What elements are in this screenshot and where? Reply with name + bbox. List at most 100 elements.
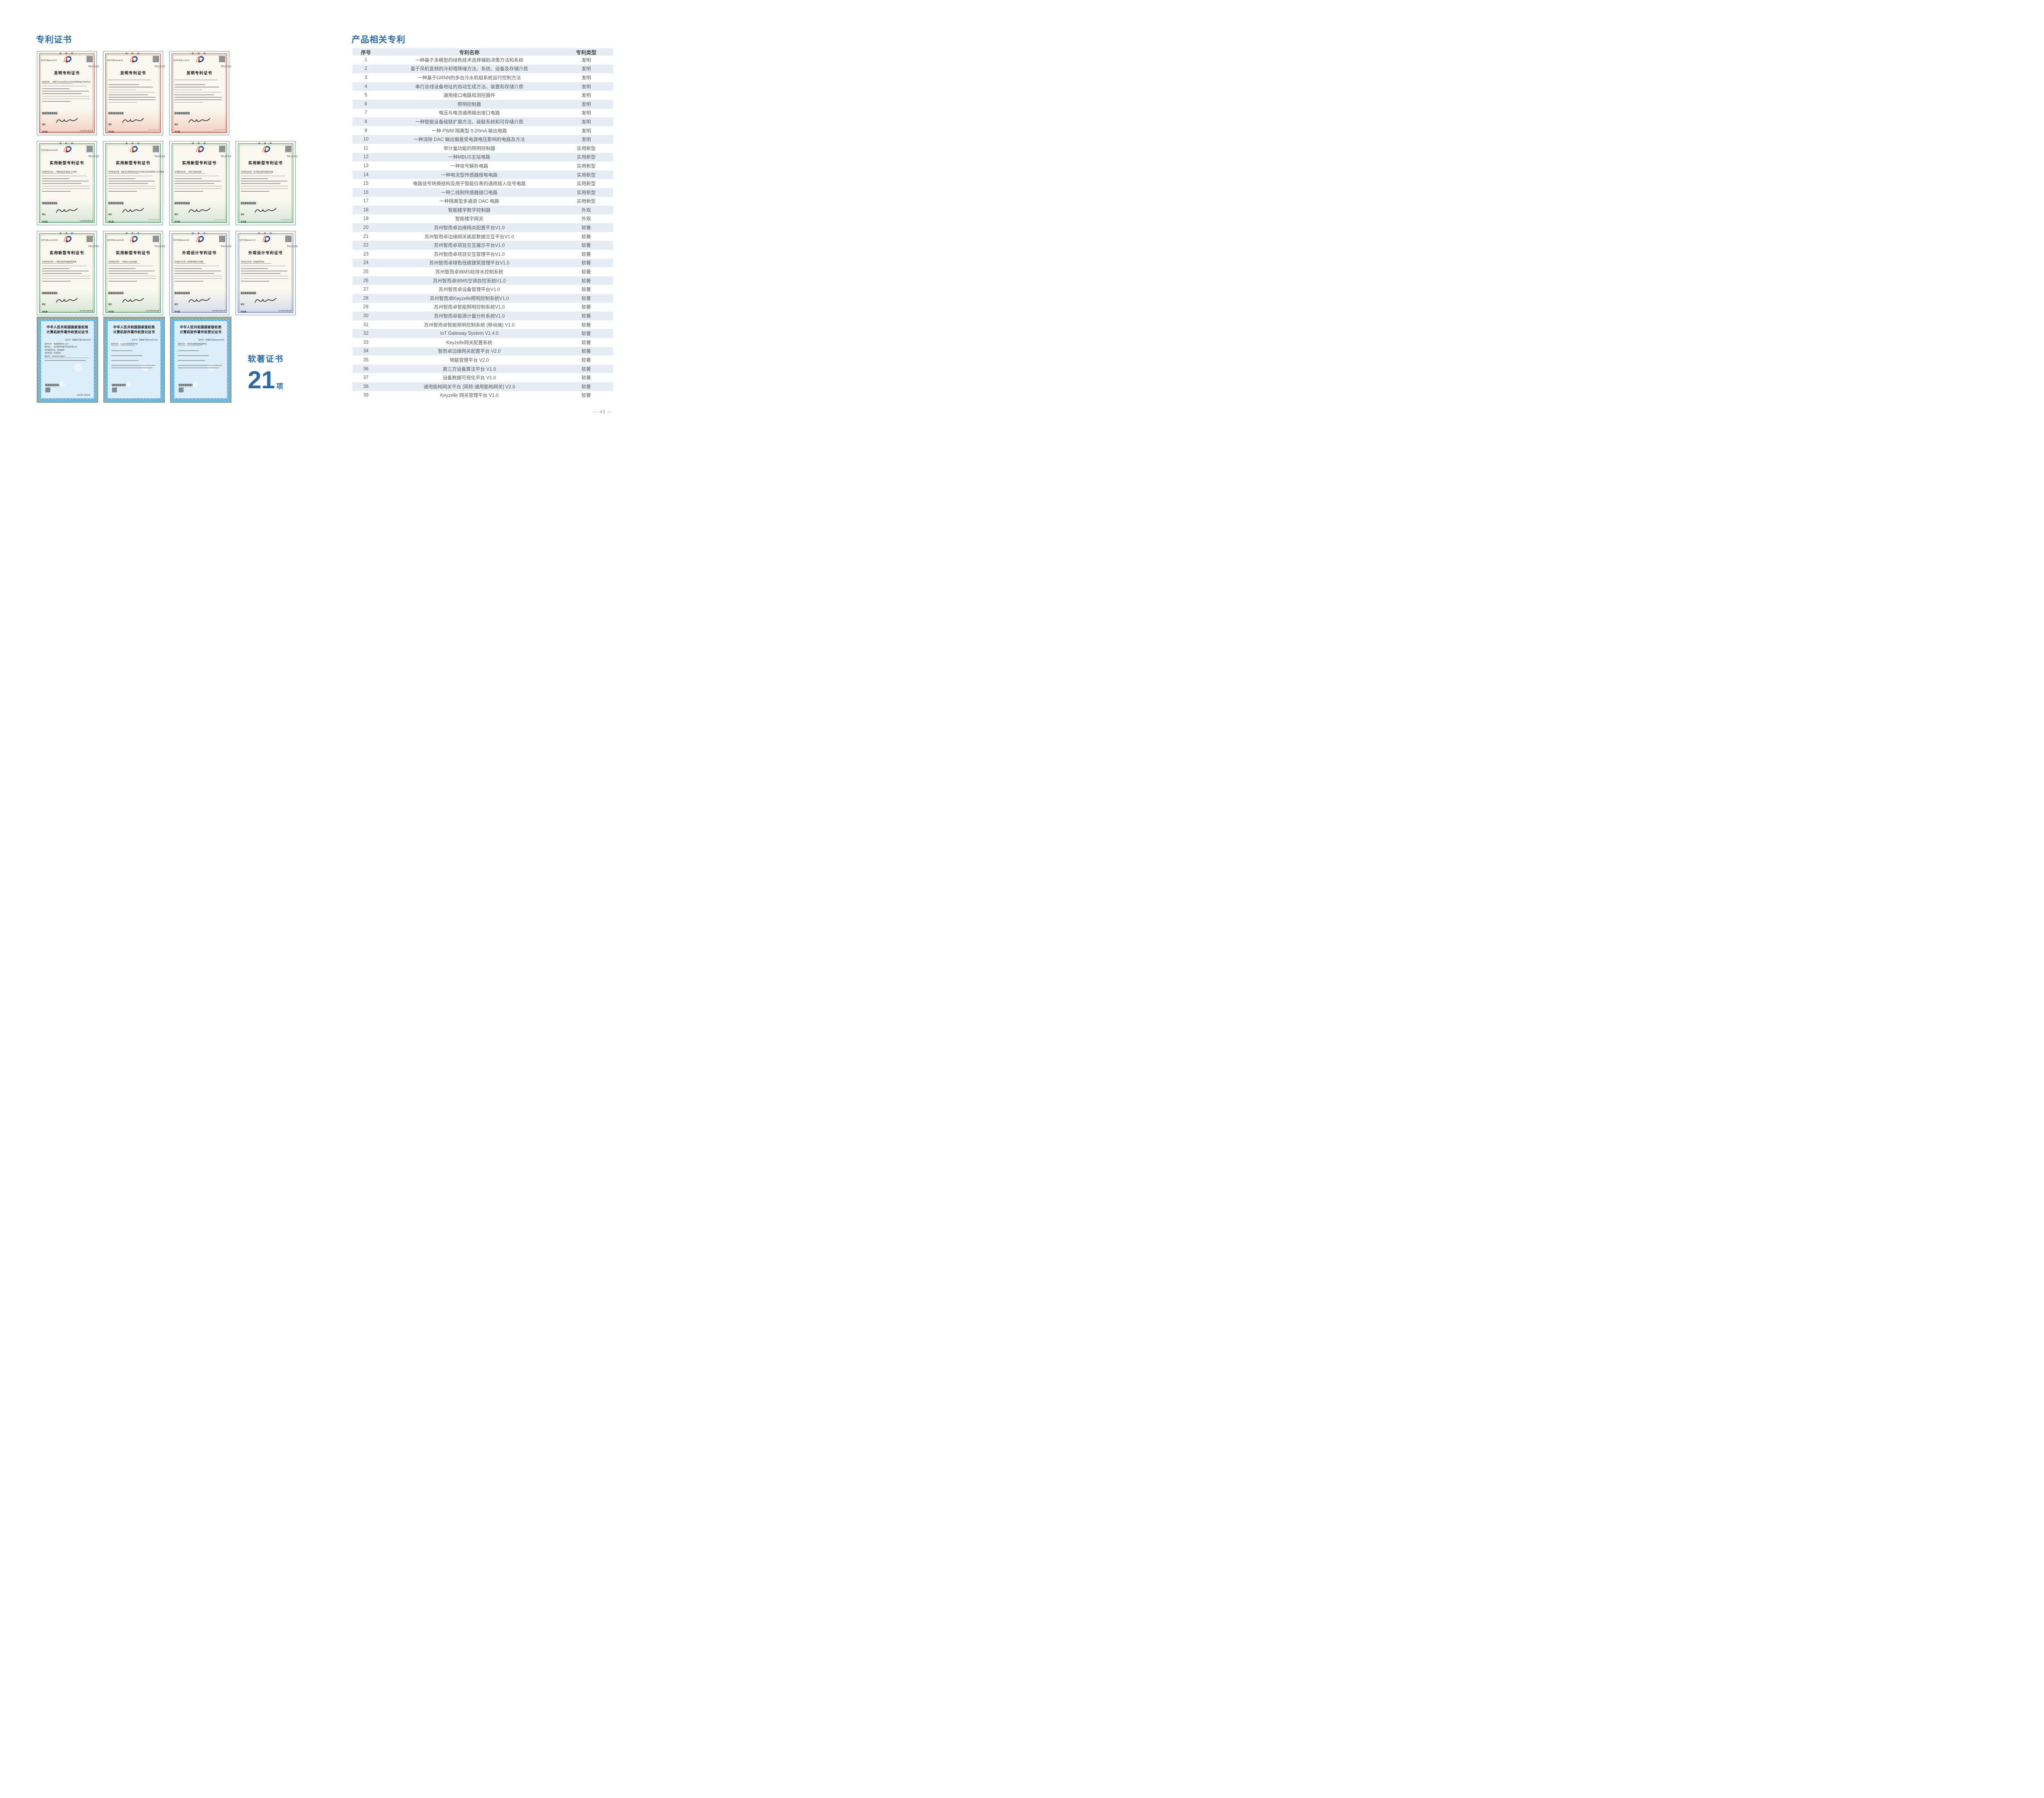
certificate-inner-border (39, 143, 94, 223)
table-cell-name: 设备数据可视化平台 V1.0 (442, 376, 496, 381)
table-header-row: 序号 专利名称 专利类型 (352, 48, 613, 56)
text-line-bar (108, 175, 153, 177)
table-cell-no: 18 (363, 207, 369, 213)
director-signature (55, 297, 79, 305)
qr-caption-text: 专利公告信息 (220, 245, 231, 247)
qr-code-icon (219, 56, 226, 63)
cnipa-logo-icon (196, 235, 204, 242)
director-label-text: 局长 (108, 303, 112, 305)
director-signature (188, 297, 211, 305)
certificate-date: 2024年04月16日 (267, 307, 292, 312)
table-cell-type: 软著 (581, 305, 591, 310)
table-header-name: 专利名称 (459, 50, 480, 56)
table-row: 4 串行总线设备地址的自动生成方法、装置和存储介质 发明 (352, 82, 613, 91)
text-line-bar (175, 94, 214, 95)
director-label: 局长 申长雨 (241, 301, 251, 313)
text-line-bar (108, 263, 139, 264)
director-signature (254, 207, 278, 215)
text-line-bar (178, 365, 222, 366)
table-cell-no: 29 (363, 305, 369, 310)
barcode-icon (175, 112, 190, 114)
qr-caption-text: 专利公告信息 (220, 155, 231, 157)
software-copyright-badge: 软著证书 21 项 (248, 352, 284, 392)
text-line-bar (175, 84, 206, 85)
software-certificate-title: 中华人民共和国国家版权局 计算机软件著作权登记证书 (176, 325, 225, 335)
director-signature-icon (56, 118, 78, 123)
text-line-bar (175, 278, 222, 279)
table-cell-no: 34 (363, 349, 369, 354)
director-signature (188, 117, 211, 125)
table-cell-type: 软著 (581, 331, 591, 337)
software-field-line: 登记号：2025SR1208817 (45, 353, 90, 357)
table-cell-name: 通用接口电路和测控器件 (443, 93, 495, 99)
software-certificate-date-text: 2025年07月09日 (77, 394, 90, 396)
table-cell-type: 发明 (581, 102, 591, 107)
signature-block: 局长 申长雨 (241, 297, 286, 313)
software-field-line (178, 345, 224, 349)
table-cell-type: 软著 (581, 393, 591, 399)
table-row: 18 智能楼宇数字控制器 外观 (352, 206, 613, 215)
table-row: 25 苏州智而卓IBMS给排水控制系统 软著 (352, 267, 613, 276)
text-line-bar (241, 275, 289, 277)
certificate-inner-border (39, 54, 94, 133)
certificate-date (280, 217, 292, 220)
table-row: 3 一种基于GRNN的多台冷水机组系统运行控制方法 发明 (352, 73, 613, 82)
certificate-date: 2025年06月03日 (69, 217, 93, 222)
barcode-icon (42, 292, 58, 294)
certificate-inner-border (172, 233, 227, 313)
table-cell-type: 实用新型 (577, 146, 596, 151)
table-row: 38 通用能耗网关平台 [简称:通用能耗网关] V2.0 软著 (352, 382, 613, 391)
certificate-date-text: 2024年10月15日 (80, 310, 93, 312)
director-name-text: 申长雨 (175, 131, 180, 133)
text-line-bar (214, 219, 226, 220)
text-line-bar (241, 263, 272, 264)
director-name-text: 申长雨 (42, 221, 48, 223)
certificate-row: ❖ ❖ ❖ 证书号第21815578号 专利公告信息 实用新型专利证书 实用新型名称：一… (37, 231, 298, 315)
text-line-bar (178, 345, 202, 346)
qr-code-icon (86, 235, 93, 242)
software-field-text: 著作权人：苏州智而卓数字科技有限公司 (45, 346, 77, 348)
certificate-number-text: 证书号第21815578号 (41, 239, 58, 241)
director-name-text: 申长雨 (108, 311, 114, 313)
border-ornament-icon: ❖ ❖ ❖ (59, 142, 75, 145)
border-ornament-icon: ❖ ❖ ❖ (258, 142, 273, 145)
certificate-inner-border (238, 143, 293, 223)
software-statement-paragraph (178, 365, 224, 369)
qr-code-icon (86, 56, 93, 63)
text-line-bar (175, 99, 222, 100)
software-certificate-number: 证书号：软著登字第15863449号 (175, 336, 224, 341)
table-row: 2 基于风机变频的冷却塔降噪方法、系统、设备及存储介质 发明 (352, 64, 613, 74)
software-certificate-number-text: 证书号：软著登字第15835675号 (132, 338, 158, 341)
director-signature-icon (255, 208, 276, 213)
table-row: 11 带计量功能的照明控制器 实用新型 (352, 144, 613, 153)
qr-code-icon (285, 235, 292, 242)
table-cell-no: 17 (363, 199, 369, 204)
table-cell-no: 35 (363, 357, 369, 363)
text-line-bar (108, 79, 151, 81)
software-certificate-number-text: 证书号：软著登字第15865015号 (65, 338, 91, 341)
text-line-bar (42, 88, 69, 89)
table-cell-no: 4 (364, 84, 368, 89)
signature-block: 局长 申长雨 (42, 117, 87, 133)
table-cell-name: 一种基于多模型的绿色技术选择辅助决策方法和系统 (415, 58, 524, 63)
software-title-line1: 中华人民共和国国家版权局 (113, 325, 155, 329)
software-field-line: 权利取得方式：原始取得 (45, 347, 90, 351)
table-row: 6 照明控制器 发明 (352, 99, 613, 109)
director-label: 局长 申长雨 (175, 121, 184, 133)
table-cell-name: 一种信号解析电路 (450, 163, 488, 169)
software-codes (112, 384, 126, 392)
software-certificate-fields: 软件名称：智而卓边缘网关配置平台 (178, 340, 224, 363)
barcode-icon (42, 202, 58, 204)
invention-certificate-card: ❖ ❖ ❖ 证书号第6661534号 专利公告信息 发明专利证书 发明名称：一种基于GR… (37, 51, 99, 135)
utility-certificate-card: ❖ ❖ ❖ 证书号第21626558号 专利公告信息 实用新型专利证书 实用新型名称：一… (103, 231, 165, 315)
cnipa-logo-icon (130, 235, 138, 242)
barcode-icon (108, 292, 124, 294)
patent-certificates-title: 专利证书 (36, 35, 72, 45)
text-line-bar (241, 280, 270, 282)
cnipa-logo (128, 235, 138, 245)
text-line-bar (175, 102, 204, 103)
qr-code-icon (219, 146, 226, 152)
table-row: 20 苏州智而卓边缘网关配置平台V1.0 软著 (352, 223, 613, 232)
table-cell-type: 实用新型 (577, 155, 596, 160)
table-cell-name: 第三方设备算法平台 V1.0 (442, 367, 496, 372)
